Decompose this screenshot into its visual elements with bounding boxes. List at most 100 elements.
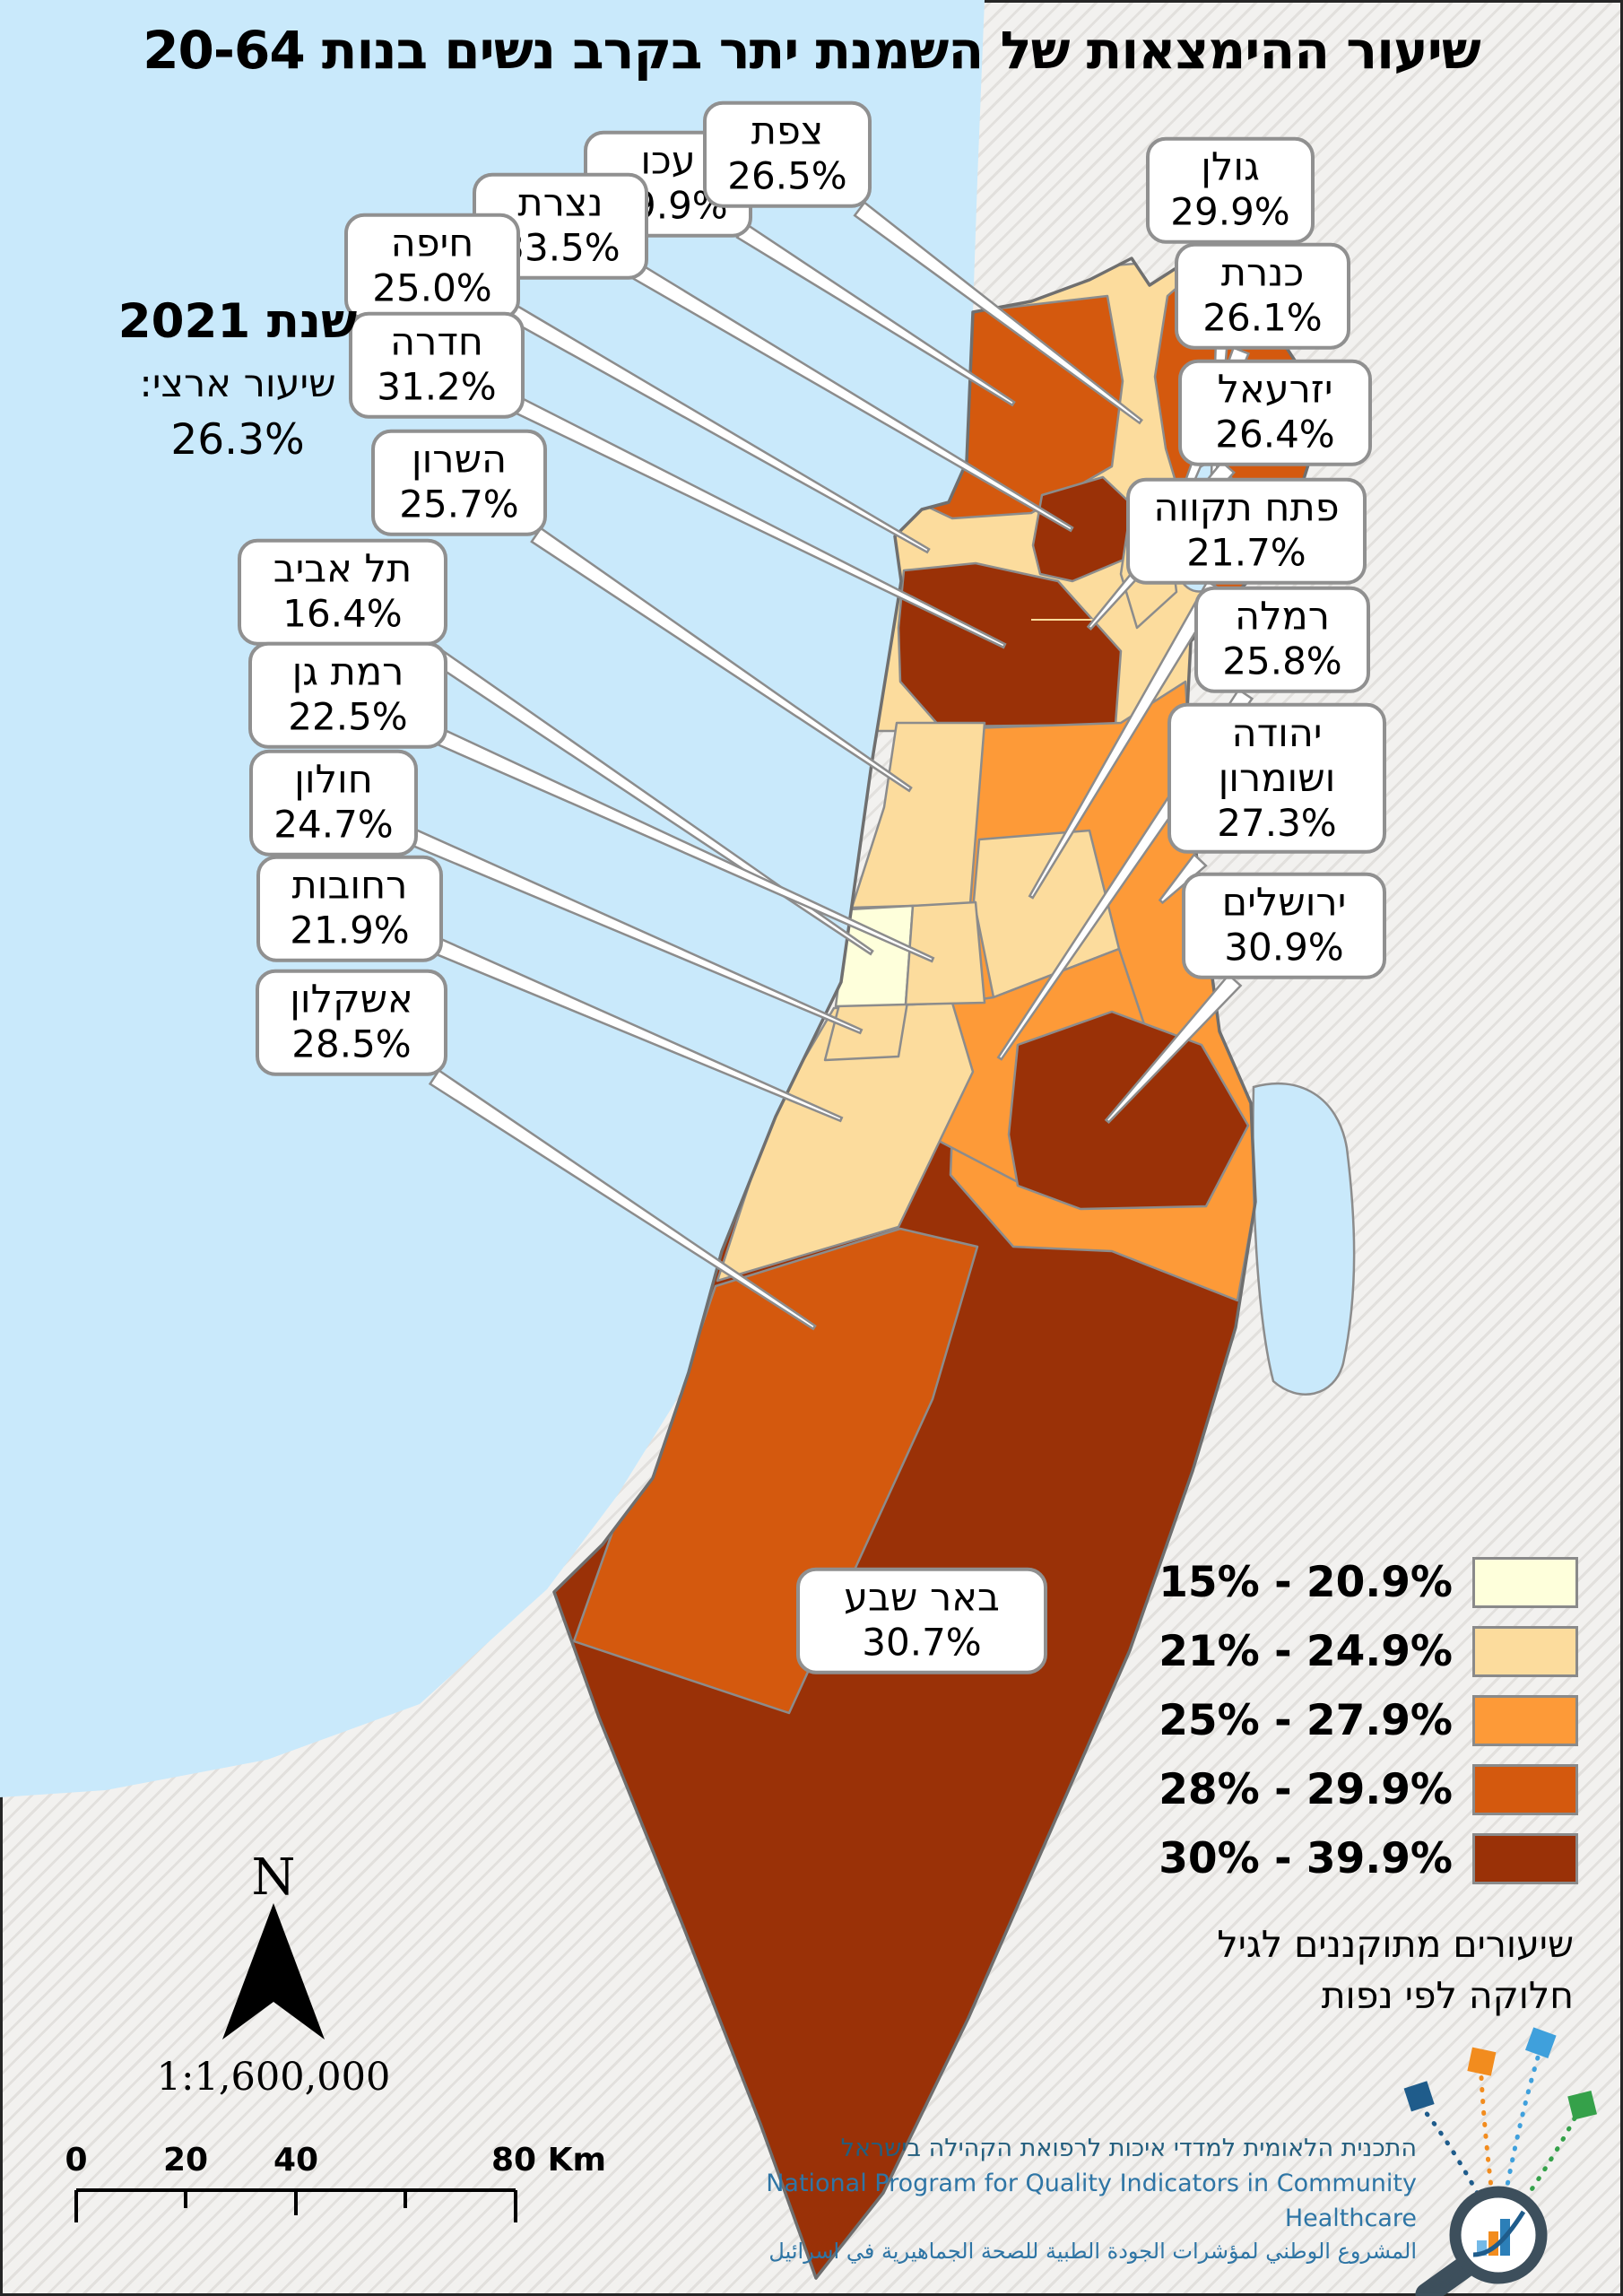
org-name-english: National Program for Quality Indicators …: [766, 2170, 1417, 2233]
region-label: חיפה: [390, 221, 474, 266]
region-label: יזרעאל: [1217, 367, 1333, 413]
callout-golan: גולן 29.9%: [1146, 136, 1315, 244]
north-label: N: [252, 1848, 296, 1907]
region-value: 29.9%: [1170, 189, 1290, 234]
region-value: 22.5%: [288, 694, 408, 739]
region-label: צפת: [751, 109, 824, 154]
callout-holon: חולון 24.7%: [249, 749, 418, 857]
region-value: 25.8%: [1222, 639, 1342, 683]
logo-square-lightblue: [1524, 2027, 1557, 2058]
logo-square-green: [1567, 2090, 1597, 2120]
callout-beer-sheva: באר שבע 30.7%: [796, 1567, 1047, 1674]
legend-color-chip: [1472, 1626, 1578, 1677]
region-label: השרון: [411, 437, 508, 483]
region-value: 16.4%: [282, 591, 403, 636]
region-label: אשקלון: [290, 977, 413, 1022]
region-value: 28.5%: [291, 1022, 412, 1066]
national-rate-label: שיעור ארצי:: [139, 361, 336, 406]
region-value: 25.7%: [399, 482, 519, 526]
callout-ramat-gan: רמת גן 22.5%: [248, 641, 447, 749]
region-value: 26.5%: [727, 153, 847, 198]
scale-tick-0: 0: [65, 2142, 87, 2179]
scale-bar: [74, 2188, 517, 2222]
region-value: 25.0%: [372, 265, 492, 310]
region-label: ירושלים: [1221, 880, 1347, 926]
region-value: 27.3%: [1217, 800, 1337, 845]
legend-item: 28% - 29.9%: [1159, 1764, 1578, 1815]
north-arrow-icon: [222, 1903, 325, 2039]
callout-tel-aviv: תל אביב 16.4%: [238, 538, 447, 646]
quality-indicators-logo: [1403, 2027, 1597, 2296]
org-name-hebrew: התכנית הלאומית למדדי איכות לרפואת הקהילה…: [840, 2135, 1417, 2162]
dead-sea: [1252, 1082, 1356, 1396]
national-rate-value: 26.3%: [170, 415, 305, 465]
note-line-1: שיעורים מתוקננים לגיל: [1217, 1923, 1574, 1966]
region-value: 21.9%: [290, 908, 410, 952]
logo-square-navy: [1403, 2081, 1435, 2112]
legend-range-label: 21% - 24.9%: [1159, 1627, 1453, 1676]
callout-haifa: חיפה 25.0%: [344, 213, 520, 320]
org-name-arabic: المشروع الوطني لمؤشرات الجودة الطبية للص…: [768, 2239, 1417, 2265]
callout-ramla: רמלה 25.8%: [1194, 586, 1370, 693]
legend-range-label: 28% - 29.9%: [1159, 1765, 1453, 1814]
logo-square-orange: [1467, 2047, 1497, 2076]
legend-color-chip: [1472, 1695, 1578, 1746]
region-value: 21.7%: [1186, 530, 1306, 575]
legend-color-chip: [1472, 1557, 1578, 1608]
region-value: 30.9%: [1224, 925, 1344, 970]
region-label: פתח תקווה: [1153, 485, 1340, 531]
callout-jerusalem: ירושלים 30.9%: [1182, 872, 1386, 979]
region-petah-tikva: [972, 829, 1121, 999]
callout-petah-tikva: פתח תקווה 21.7%: [1126, 477, 1367, 585]
callout-rehovot: רחובות 21.9%: [256, 855, 443, 962]
legend-item: 30% - 39.9%: [1159, 1833, 1578, 1884]
year-label: שנת 2021: [117, 294, 358, 349]
legend-color-chip: [1472, 1764, 1578, 1815]
note-line-2: חלוקה לפי נפות: [1321, 1974, 1574, 2018]
region-label: חדרה: [390, 319, 483, 365]
scale-tick-40: 40: [273, 2142, 318, 2179]
region-label: רמת גן: [291, 649, 404, 695]
region-value: 31.2%: [377, 364, 497, 409]
page-title: שיעור ההימצאות של השמנת יתר בקרב נשים בנ…: [143, 20, 1481, 81]
region-label: חולון: [294, 757, 373, 803]
legend-range-label: 30% - 39.9%: [1159, 1834, 1453, 1883]
scale-tick-80: 80 Km: [491, 2142, 606, 2179]
region-value: 26.1%: [1202, 295, 1323, 340]
legend-item: 25% - 27.9%: [1159, 1695, 1578, 1746]
region-label: רמלה: [1234, 594, 1330, 639]
legend: 15% - 20.9% 21% - 24.9% 25% - 27.9% 28% …: [1159, 1557, 1578, 1884]
region-jerusalem: [1007, 1010, 1250, 1211]
region-label: רחובות: [291, 863, 408, 909]
national-rate-block: שנת 2021 שיעור ארצי: 26.3%: [72, 294, 404, 465]
scale-ratio: 1:1,600,000: [157, 2055, 391, 2100]
legend-color-chip: [1472, 1833, 1578, 1884]
region-label: באר שבע: [844, 1575, 1000, 1621]
region-label: גולן: [1201, 144, 1260, 190]
region-label: יהודה ושומרון: [1218, 710, 1336, 801]
callout-sharon: השרון 25.7%: [371, 429, 547, 536]
magnifier-icon: [1415, 2186, 1548, 2296]
callout-yehuda-shomron: יהודה ושומרון 27.3%: [1167, 702, 1386, 855]
region-haifa-marker: [915, 538, 950, 540]
region-hadera: [897, 561, 1123, 728]
mediterranean-sea: [0, 0, 985, 1797]
region-value: 30.7%: [862, 1620, 982, 1665]
callout-hadera: חדרה 31.2%: [349, 311, 525, 419]
legend-range-label: 15% - 20.9%: [1159, 1558, 1453, 1607]
organization-footer: התכנית הלאומית למדדי איכות לרפואת הקהילה…: [681, 2131, 1417, 2267]
callout-safed: צפת 26.5%: [703, 100, 872, 208]
legend-item: 21% - 24.9%: [1159, 1626, 1578, 1677]
methodology-note: שיעורים מתוקננים לגיל חלוקה לפי נפות: [1125, 1919, 1574, 2022]
region-value: 33.5%: [500, 225, 621, 270]
callout-ashkelon: אשקלון 28.5%: [256, 969, 447, 1076]
region-label: כנרת: [1220, 250, 1305, 296]
region-value: 26.4%: [1215, 412, 1335, 457]
callout-kinneret: כנרת 26.1%: [1175, 242, 1350, 350]
region-value: 24.7%: [273, 802, 394, 847]
scale-tick-20: 20: [163, 2142, 208, 2179]
legend-range-label: 25% - 27.9%: [1159, 1696, 1453, 1745]
callout-yizreel: יזרעאל 26.4%: [1178, 359, 1372, 466]
